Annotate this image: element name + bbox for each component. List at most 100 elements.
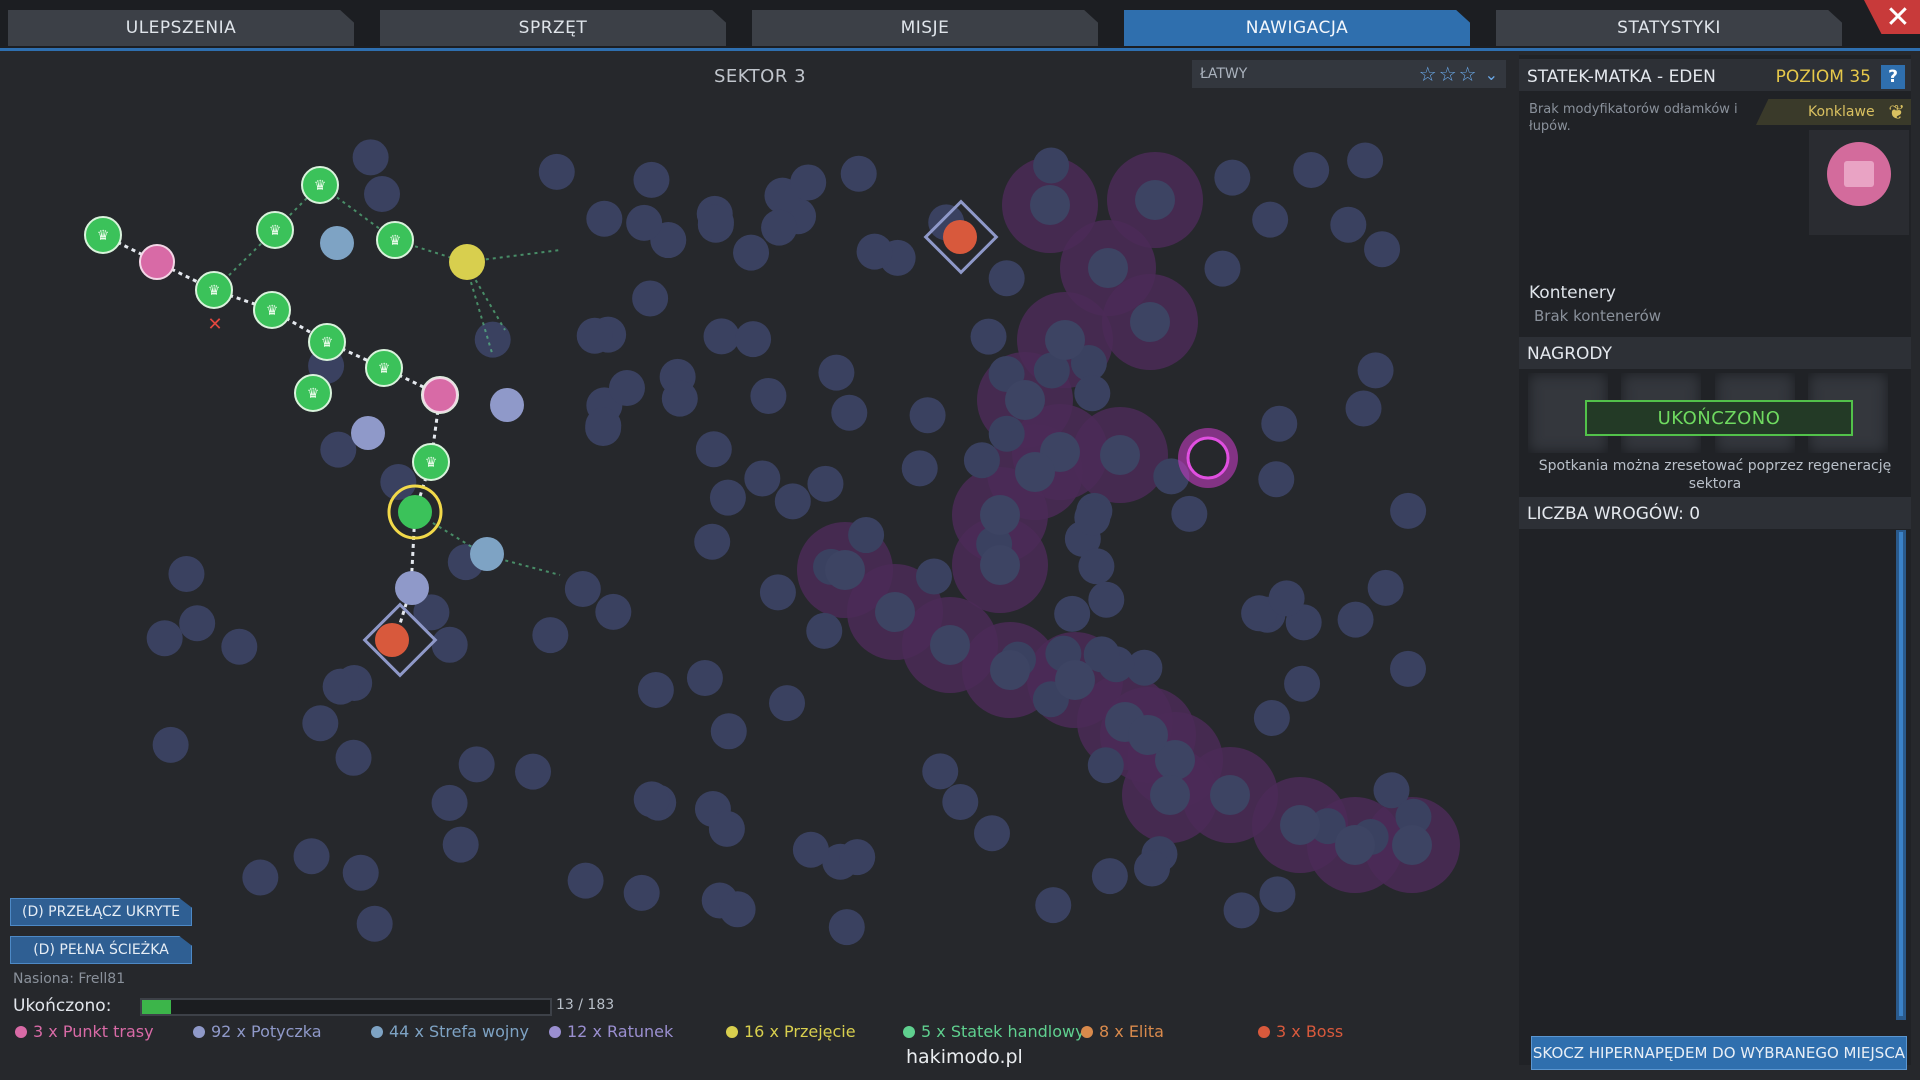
map-node [1035,887,1072,924]
map-node [1241,595,1278,632]
toggle-hidden-button[interactable]: (D) PRZEŁĄCZ UKRYTE [10,898,192,926]
map-node [1367,569,1404,606]
full-path-button[interactable]: (D) PEŁNA ŚCIEŻKA [10,936,192,964]
map-node [1395,798,1432,835]
waypoint-icon [15,1025,27,1038]
route-branch [394,239,466,263]
map-node [719,891,756,928]
map-node [750,377,787,414]
tab-sprzet[interactable]: SPRZĘT [380,10,726,46]
map-node [818,354,855,391]
map-node [1055,660,1095,700]
map-node [1083,636,1120,673]
map-node [694,523,731,560]
map-node [744,460,781,497]
tab-statystyki[interactable]: STATYSTYKI [1496,10,1842,46]
map-node [1337,601,1374,638]
map-node [1252,201,1289,238]
map-node [1373,772,1410,809]
map-node [1030,185,1070,225]
map-node [1033,147,1070,184]
route-branch [464,261,506,331]
map-node [831,394,868,431]
visited-node [294,374,332,412]
rescue-icon [549,1025,561,1038]
sector-map[interactable]: ♛♛♛♛♛♛♛♛♛♛♛✕ [0,51,1512,1071]
map-node [413,594,450,631]
map-node [576,317,613,354]
map-node [761,209,798,246]
map-node [1005,380,1045,420]
map-node [1293,152,1330,189]
tab-nawigacja[interactable]: NAWIGACJA [1124,10,1470,46]
map-node [710,713,747,750]
map-node [242,859,279,896]
trophy-icon: ♛ [378,361,391,377]
map-node [1015,452,1055,492]
map-node [221,628,258,665]
map-node [342,854,379,891]
map-node [1126,649,1163,686]
map-node [335,739,372,776]
map-node [1130,302,1170,342]
map-node [1074,499,1111,536]
map-node [1330,206,1367,243]
modifier-text: Brak modyfikatorów odłamków i łupów. [1529,102,1738,134]
map-node [828,909,865,946]
tab-ulepszenia[interactable]: ULEPSZENIA [8,10,354,46]
tab-misje[interactable]: MISJE [752,10,1098,46]
map-node [637,671,674,708]
map-node [1390,492,1427,529]
current-position-ring [387,484,443,540]
visited-node [301,166,339,204]
map-node [709,479,746,516]
takeover-icon [726,1025,738,1038]
map-node [1045,320,1085,360]
boss-node [943,220,977,254]
trophy-icon: ♛ [321,335,334,351]
map-node [515,753,552,790]
map-node [942,784,979,821]
progress-text: 13 / 183 [556,997,615,1013]
map-node [970,318,1007,355]
map-node [431,626,468,663]
level-badge: POZIOM 35 [1775,67,1871,87]
difficulty-selector[interactable]: ŁATWY ☆☆☆ ⌄ [1192,60,1506,88]
top-tab-bar: ULEPSZENIA SPRZĘT MISJE NAWIGACJA STATYS… [0,0,1920,51]
map-node [322,668,359,705]
map-node [1253,700,1290,737]
map-node [875,592,915,632]
map-node [1078,548,1115,585]
map-node [697,204,734,241]
watermark: hakimodo.pl [906,1046,1023,1068]
hyperjump-button[interactable]: SKOCZ HIPERNAPĘDEM DO WYBRANEGO MIEJSCA [1531,1036,1907,1070]
map-node [474,321,511,358]
chevron-down-icon[interactable]: ⌄ [1484,64,1498,84]
map-node [825,550,865,590]
map-node [769,685,806,722]
legend-war-zone: 44 x Strefa wojny [371,1022,529,1041]
help-button[interactable]: ? [1881,65,1905,89]
visited-node [412,443,450,481]
trophy-icon: ♛ [389,233,402,249]
seed-text: Nasiona: Frell81 [13,971,126,987]
map-node [442,826,479,863]
black-hole-icon [1186,436,1230,480]
map-node [774,483,811,520]
map-node [990,650,1030,690]
map-node [1364,231,1401,268]
skirmish-node [351,416,385,450]
map-node [686,660,723,697]
boss-frame [362,602,438,678]
map-node [1070,345,1107,382]
scrollbar-thumb[interactable] [1899,532,1903,1016]
legend-elite: 8 x Elita [1081,1022,1164,1041]
map-node [988,415,1025,452]
map-node [1054,595,1091,632]
map-node [179,605,216,642]
close-icon: ✕ [1885,0,1911,35]
map-node [586,200,623,237]
map-node [1390,650,1427,687]
map-node [922,753,959,790]
mothership-icon [1827,142,1891,206]
